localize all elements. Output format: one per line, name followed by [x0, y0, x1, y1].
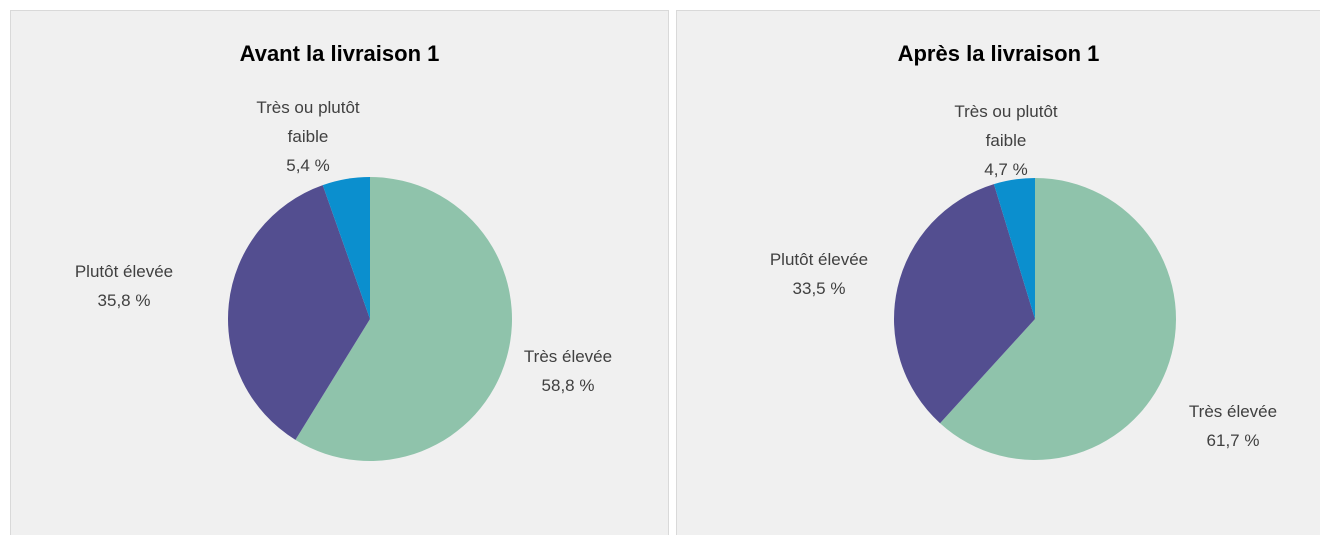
- data-label: Très élevée 61,7 %: [1143, 397, 1320, 455]
- category-label: Très ou plutôt faible: [954, 102, 1058, 150]
- category-label: Très élevée: [523, 347, 613, 366]
- value-label: 35,8 %: [97, 291, 151, 310]
- category-label: Très ou plutôt faible: [256, 98, 360, 146]
- pie-area: [227, 177, 512, 461]
- value-label: 33,5 %: [792, 279, 846, 298]
- data-label: Plutôt élevée 33,5 %: [729, 245, 909, 303]
- pie-slice: [894, 184, 1035, 424]
- pie-slice: [322, 177, 370, 319]
- value-label: 5,4 %: [286, 156, 330, 175]
- pie-slice: [940, 178, 1176, 461]
- value-label: 4,7 %: [984, 160, 1028, 179]
- data-label: Très ou plutôt faible 5,4 %: [218, 93, 398, 180]
- pie-slice: [295, 177, 512, 461]
- category-label: Plutôt élevée: [769, 250, 869, 269]
- value-label: 58,8 %: [541, 376, 595, 395]
- value-label: 61,7 %: [1206, 431, 1260, 450]
- pie-area: [894, 178, 1176, 461]
- category-label: Très élevée: [1188, 402, 1278, 421]
- category-label: Plutôt élevée: [74, 262, 174, 281]
- chart-panel: Après la livraison 1 Très élevée 61,7 % Pl…: [676, 10, 1320, 535]
- pie-slice: [993, 178, 1035, 319]
- chart-title: Après la livraison 1: [897, 41, 1100, 66]
- data-label: Plutôt élevée 35,8 %: [34, 257, 214, 315]
- data-label: Très élevée 58,8 %: [478, 342, 658, 400]
- chart-title: Avant la livraison 1: [239, 41, 440, 66]
- pie-slice: [227, 185, 370, 440]
- chart-panel: Avant la livraison 1 Très élevée 58,8 % Pl…: [10, 10, 669, 535]
- data-label: Très ou plutôt faible 4,7 %: [916, 97, 1096, 184]
